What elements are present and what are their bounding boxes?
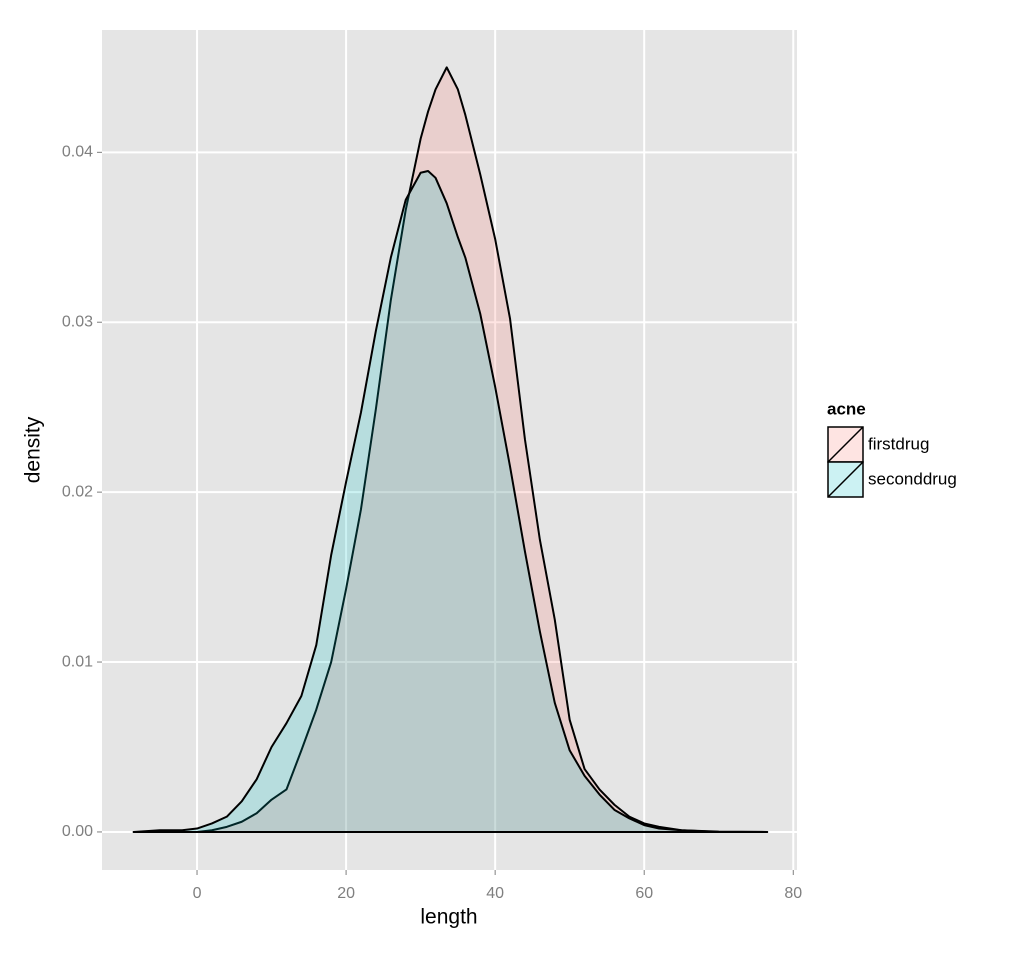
y-tick-label: 0.00 (62, 823, 93, 840)
density-area (132, 170, 769, 833)
y-tick-label: 0.01 (62, 653, 93, 670)
x-tick-label: 80 (784, 885, 802, 902)
legend-key-line (827, 461, 864, 498)
y-tick-label: 0.04 (62, 144, 93, 161)
x-tick-label: 0 (193, 885, 202, 902)
y-tick-label: 0.03 (62, 313, 93, 330)
x-axis-label: length (420, 906, 477, 929)
y-axis-label: density (22, 416, 45, 483)
x-tick-label: 40 (486, 885, 504, 902)
density-area (132, 66, 769, 833)
legend-label: firstdrug (868, 434, 929, 453)
legend-key-line (827, 426, 864, 463)
legend-label: seconddrug (868, 469, 957, 488)
y-tick-label: 0.02 (62, 483, 93, 500)
x-tick-label: 60 (635, 885, 653, 902)
panel (102, 30, 797, 870)
legend-title: acne (827, 399, 866, 418)
x-tick-label: 20 (337, 885, 355, 902)
